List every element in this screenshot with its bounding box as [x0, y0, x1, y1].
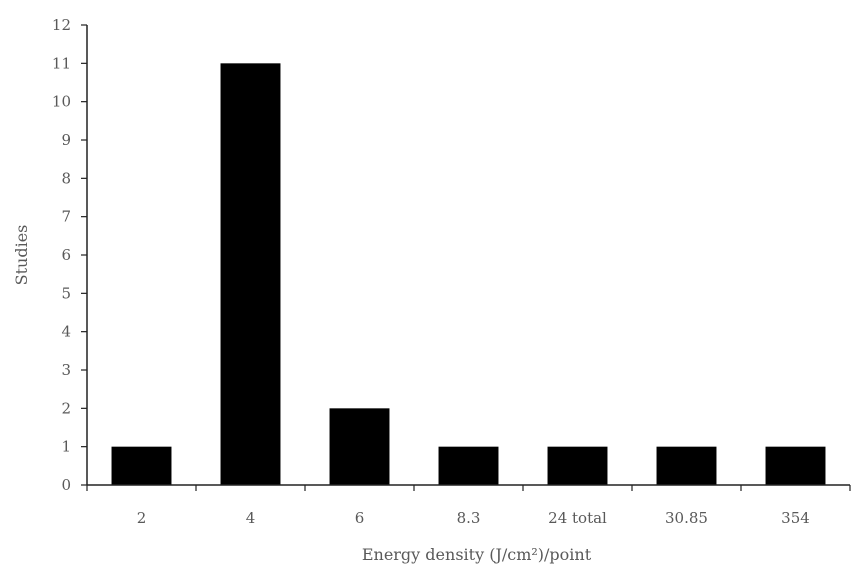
x-tick-label: 2 — [137, 509, 147, 527]
x-axis-title: Energy density (J/cm²)/point — [362, 545, 592, 564]
y-tick-label: 4 — [61, 323, 71, 341]
y-tick-label: 9 — [61, 131, 71, 149]
y-tick-label: 8 — [61, 169, 71, 187]
bar — [111, 446, 172, 485]
bar — [329, 408, 390, 485]
x-tick-label: 30.85 — [665, 509, 708, 527]
y-tick-label: 10 — [52, 93, 71, 111]
y-tick-label: 2 — [61, 399, 71, 417]
bar — [765, 446, 826, 485]
y-tick-label: 0 — [61, 476, 71, 494]
bars — [111, 63, 826, 485]
y-tick-label: 6 — [61, 246, 71, 264]
y-tick-label: 7 — [61, 208, 71, 226]
bar — [438, 446, 499, 485]
bar — [220, 63, 281, 485]
x-axis-ticks: 2 4 6 8.3 24 total 30.85 354 — [86, 485, 851, 527]
bar — [547, 446, 608, 485]
x-tick-label: 4 — [246, 509, 256, 527]
y-tick-label: 12 — [52, 16, 71, 34]
y-tick-label: 11 — [52, 54, 71, 72]
bar — [656, 446, 717, 485]
y-tick-label: 5 — [61, 284, 71, 302]
x-tick-label: 354 — [781, 509, 810, 527]
x-tick-label: 24 total — [548, 509, 607, 527]
y-tick-label: 1 — [61, 438, 71, 456]
y-tick-label: 3 — [61, 361, 71, 379]
x-tick-label: 8.3 — [457, 509, 481, 527]
x-tick-label: 6 — [355, 509, 365, 527]
y-axis-title: Studies — [12, 225, 31, 286]
